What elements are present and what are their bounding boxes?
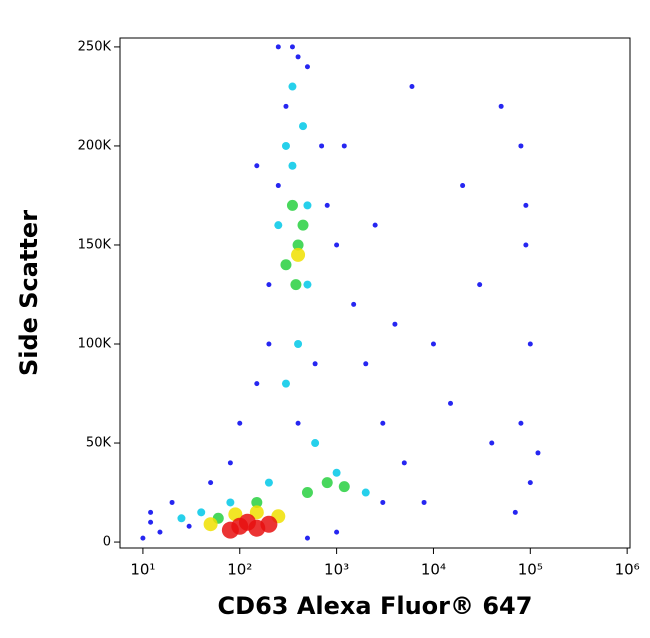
data-point: [523, 202, 529, 208]
data-point: [301, 487, 313, 499]
data-point: [527, 480, 533, 486]
data-point: [283, 103, 289, 109]
data-point: [303, 280, 312, 289]
data-point: [321, 477, 333, 489]
data-point: [351, 301, 357, 307]
data-point: [299, 122, 308, 131]
data-point: [334, 529, 340, 535]
x-axis-title: CD63 Alexa Fluor® 647: [218, 592, 533, 620]
y-tick-label: 150K: [78, 237, 112, 252]
data-point: [286, 199, 298, 211]
data-point: [512, 509, 518, 515]
data-point: [140, 535, 146, 541]
data-point: [289, 44, 295, 50]
data-point: [203, 517, 218, 532]
data-point: [237, 420, 243, 426]
data-point: [372, 222, 378, 228]
data-point: [251, 496, 263, 508]
data-point: [380, 420, 386, 426]
data-point: [288, 82, 297, 91]
data-point: [280, 259, 292, 271]
y-tick-label: 50K: [86, 436, 112, 451]
data-point: [312, 361, 318, 367]
data-point: [518, 143, 524, 149]
data-point: [197, 508, 206, 517]
data-point: [148, 519, 154, 525]
data-point: [275, 183, 281, 189]
y-tick-label: 100K: [78, 337, 112, 352]
data-point: [341, 143, 347, 149]
data-point: [208, 480, 214, 486]
data-point: [523, 242, 529, 248]
y-tick-label: 200K: [78, 138, 112, 153]
data-point: [361, 488, 370, 497]
data-point: [477, 282, 483, 288]
x-tick-label: 10¹: [130, 561, 155, 579]
data-point: [409, 84, 415, 90]
data-point: [264, 478, 273, 487]
data-point: [288, 161, 297, 170]
data-point: [186, 523, 192, 529]
data-point: [380, 499, 386, 505]
data-point: [169, 499, 175, 505]
data-point: [338, 481, 350, 493]
data-point: [266, 341, 272, 347]
data-point: [291, 247, 306, 262]
data-point: [392, 321, 398, 327]
data-point: [334, 242, 340, 248]
data-point: [292, 239, 304, 251]
data-point: [518, 420, 524, 426]
data-point: [157, 529, 163, 535]
x-tick-label: 10⁵: [518, 561, 543, 579]
data-point: [304, 64, 310, 70]
data-point: [498, 103, 504, 109]
data-point: [421, 499, 427, 505]
y-tick-label: 250K: [78, 39, 112, 54]
data-point: [460, 183, 466, 189]
data-point: [448, 400, 454, 406]
data-point: [295, 54, 301, 60]
data-point: [177, 514, 186, 523]
data-point: [311, 439, 320, 448]
data-point: [260, 515, 278, 533]
data-point: [238, 513, 256, 531]
data-point: [297, 219, 309, 231]
data-point: [226, 498, 235, 507]
data-point: [294, 340, 303, 348]
x-tick-label: 10⁴: [421, 561, 446, 579]
data-point: [332, 468, 341, 477]
data-point: [249, 505, 264, 520]
data-point: [527, 341, 533, 347]
data-point: [401, 460, 407, 466]
plot-frame: [119, 37, 631, 549]
data-point: [489, 440, 495, 446]
data-point: [295, 420, 301, 426]
y-axis-title: Side Scatter: [15, 210, 43, 376]
x-tick-label: 10⁶: [615, 561, 640, 579]
data-point: [281, 379, 290, 388]
data-point: [535, 450, 541, 456]
data-point: [303, 201, 312, 210]
data-point: [221, 521, 239, 539]
data-point: [254, 163, 260, 169]
data-point: [275, 44, 281, 50]
data-point: [304, 535, 310, 541]
data-point: [266, 282, 272, 288]
data-point: [227, 460, 233, 466]
data-point: [274, 221, 283, 230]
data-point: [281, 141, 290, 150]
x-tick-label: 10³: [324, 561, 349, 579]
data-point: [430, 341, 436, 347]
data-point: [363, 361, 369, 367]
data-point: [319, 143, 325, 149]
data-point: [254, 381, 260, 387]
data-point: [324, 202, 330, 208]
x-tick-label: 10²: [227, 561, 252, 579]
data-point: [148, 509, 154, 515]
data-point: [290, 279, 302, 291]
y-tick-label: 0: [103, 535, 111, 550]
